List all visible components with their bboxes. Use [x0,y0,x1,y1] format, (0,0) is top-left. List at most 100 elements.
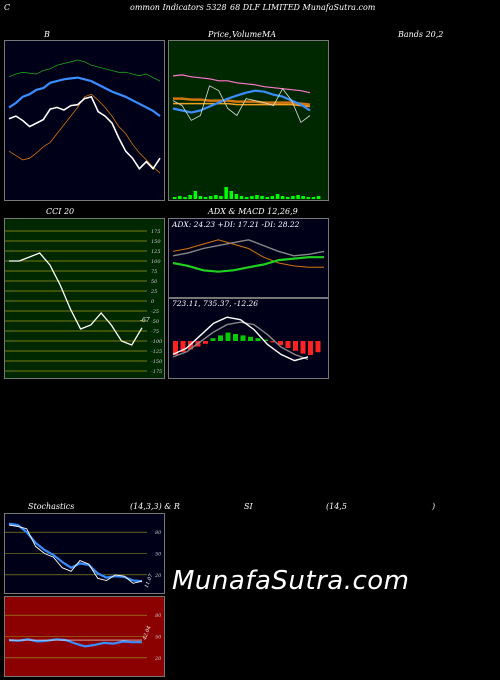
cci-tick-label: -25 [151,309,159,315]
cci-tick-label: 25 [150,289,157,295]
macd-histogram-bar [285,341,291,348]
volume-bar [193,191,198,199]
macd-panel [168,298,329,379]
volume-bar [316,196,321,199]
cci-line [9,252,143,346]
adx-plus-di-line [172,239,325,257]
macd-histogram-bar [293,341,298,351]
ma-mid-line [173,97,311,106]
volume-label: Volume [232,30,262,39]
header-symbol: 68 DLF LIMITED MunafaSutra.com [230,3,376,12]
bollinger-chart [8,59,161,174]
adx-values: ADX: 24.23 +DI: 17.21 -DI: 28.22 [172,220,300,229]
bb-upper-band [8,59,161,82]
bb-middle-band [8,76,161,117]
price-panel [168,40,329,201]
cci-tick-label: -100 [151,339,163,345]
cci-tick-label: -50 [151,319,160,325]
macd-line [172,316,309,362]
adx-panel [168,218,329,298]
bb-lower-band [8,93,161,174]
volume-bar [244,197,249,199]
rsi-tick-label: 50 [155,635,162,641]
macd-histogram-bar [270,341,276,343]
macd-histogram-bar [300,341,306,354]
volume-bar [173,197,177,199]
volume-bar [209,196,213,199]
macd-histogram-bar [263,339,268,341]
price-line [172,85,311,124]
cci-last-value: -67 [140,317,150,324]
volume-bar [219,196,223,199]
rsi-close: ) [432,502,436,511]
adx-chart [172,239,325,273]
volume-bar [301,196,305,199]
header-indicators: ommon Indicators 5328 [130,3,227,12]
cci-tick-label: -150 [151,359,163,365]
bands-label: Bands 20,2 [398,30,444,39]
stoch-tick-label: 80 [155,530,162,536]
cci-tick-label: 100 [151,259,161,265]
macd-histogram-bar [203,341,208,344]
bollinger-label: B [44,30,50,39]
macd-signal-line [172,321,309,361]
cci-tick-label: -175 [151,369,162,375]
stochastics-label: Stochastics [28,502,75,511]
macd-histogram-bar [248,336,253,341]
ma-label: MA [262,30,276,39]
watermark: MunafaSutra.com [172,566,410,596]
cci-tick-label: 125 [151,249,161,255]
ma-long-line [172,74,311,94]
volume-bar [250,196,254,199]
rsi-chart: 80 50 20 [5,613,162,662]
cci-tick-label: 75 [151,269,157,275]
volume-bar [239,196,244,199]
cci-tick-label: -75 [151,329,159,335]
rsi-panel: 80 50 20 [4,596,165,677]
macd-histogram-bar [255,338,261,341]
volume-bar [260,196,264,199]
cci-label: CCI 20 [46,207,75,216]
rsi-params: (14,5 [326,502,347,511]
volume-bar [275,194,280,199]
macd-histogram-bar [315,341,321,353]
adx-line [172,256,324,273]
macd-histogram-bar [225,332,231,341]
stoch-tick-label: 20 [154,573,162,579]
macd-chart [172,316,321,362]
rsi-line [8,638,142,648]
cci-tick-label: -125 [151,349,162,355]
macd-histogram-bar [233,334,238,341]
volume-bar [178,196,182,199]
stoch-params: (14,3,3) & R [130,502,180,511]
macd-histogram-bar [278,341,283,346]
volume-bar [265,197,269,199]
cci-panel: 175 150 125 100 75 50 25 0 -25 -50 -75 -100 -125 -150… [4,218,165,379]
volume-bar [270,196,275,199]
volume-bar [234,194,239,199]
cci-tick-label: 50 [151,279,158,285]
volume-bar [229,191,233,199]
cci-tick-label: 0 [151,299,155,305]
cci-chart: 175 150 125 100 75 50 25 0 -25 -50 -75 -100 -125 -150… [5,229,163,375]
volume-bar [198,196,203,199]
macd-values: 723.11, 735.37, -12.26 [172,299,259,308]
volume-bar [280,196,285,199]
rsi-tick-label: 80 [155,613,162,619]
volume-bar [286,197,290,199]
volume-bar [183,197,187,199]
volume-bar [214,195,218,199]
macd-histogram-bar [210,338,216,341]
ma-short-line [173,102,311,108]
price-label: Price, [208,30,232,39]
adx-macd-label: ADX & MACD 12,26,9 [208,207,298,216]
rsi-label: SI [244,502,253,511]
stoch-tick-label: 50 [155,552,162,558]
bollinger-panel [4,40,165,201]
macd-histogram-bar [218,335,223,341]
volume-bar [311,197,316,199]
adx-minus-di-line [172,239,324,268]
volume-bar [306,197,311,199]
volume-bar [188,195,192,199]
volume-bar [291,196,295,199]
